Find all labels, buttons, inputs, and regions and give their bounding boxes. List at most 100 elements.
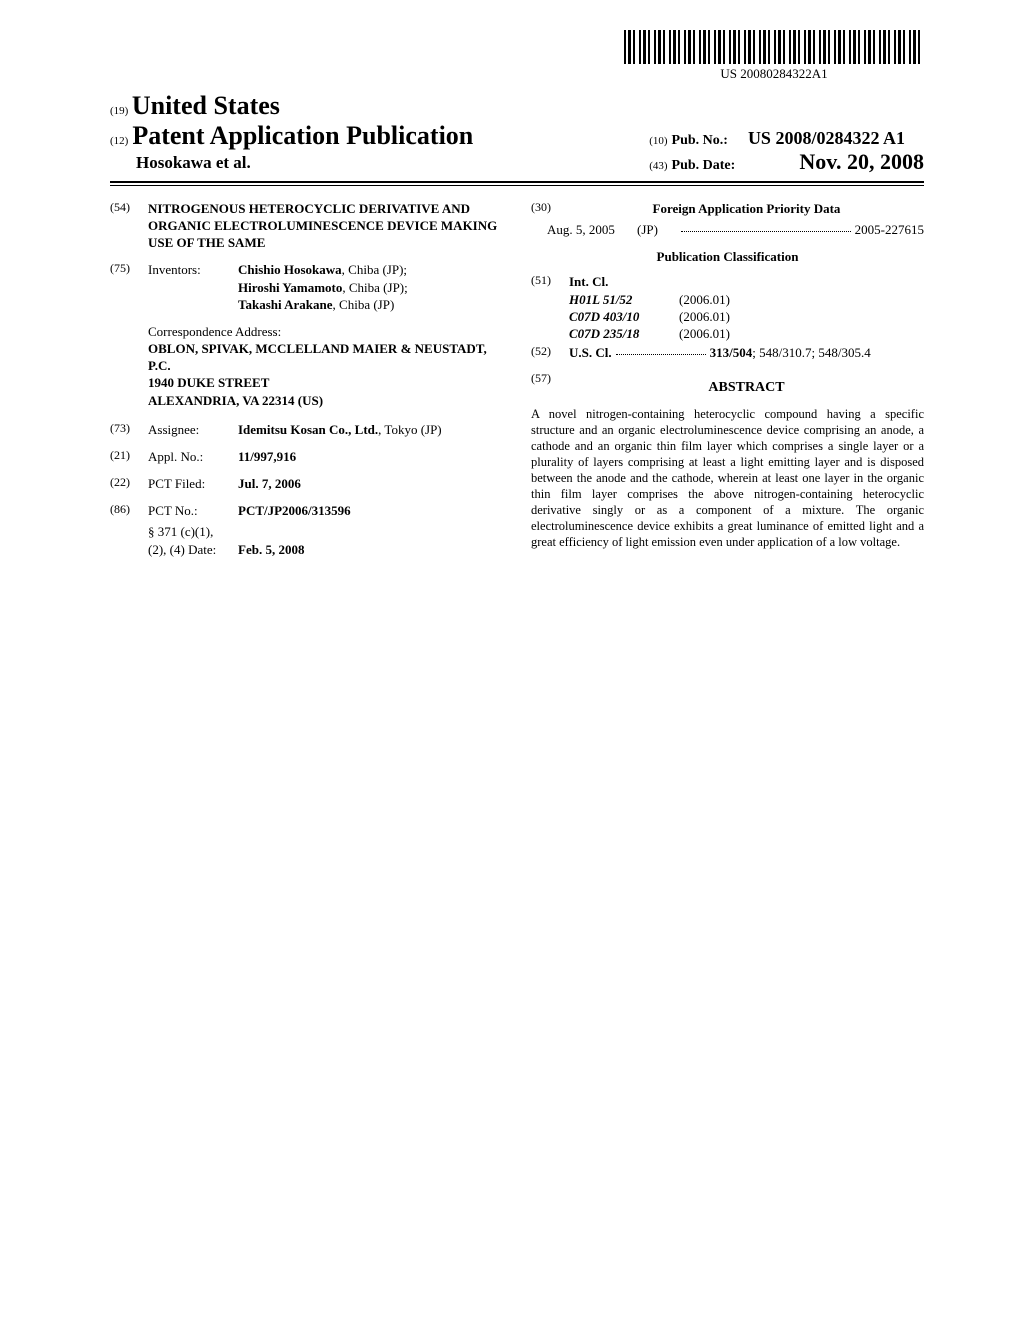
num-75: (75) <box>110 261 148 312</box>
pub-no-label: Pub. No.: <box>672 133 728 148</box>
num-73: (73) <box>110 421 148 438</box>
foreign-row: Aug. 5, 2005 (JP) 2005-227615 <box>547 221 924 238</box>
inventor-2-name: Hiroshi Yamamoto <box>238 280 342 295</box>
correspondence: Correspondence Address: OBLON, SPIVAK, M… <box>148 323 503 409</box>
pub-date-label: Pub. Date: <box>672 158 736 173</box>
num-21: (21) <box>110 448 148 465</box>
intcl-row-1: C07D 403/10 (2006.01) <box>569 308 924 325</box>
foreign-dots <box>681 221 851 232</box>
pub-date-value: Nov. 20, 2008 <box>799 149 924 174</box>
header-block: (19) United States (12) Patent Applicati… <box>110 91 924 175</box>
pub-no-row: (10) Pub. No.: US 2008/0284322 A1 <box>649 128 924 149</box>
foreign-date: Aug. 5, 2005 <box>547 221 637 238</box>
num-51: (51) <box>531 273 569 342</box>
title-54: NITROGENOUS HETEROCYCLIC DERIVATIVE AND … <box>148 200 503 251</box>
inventor-1-name: Chishio Hosokawa <box>238 262 342 277</box>
pubclass-header: Publication Classification <box>531 248 924 265</box>
field-73: (73) Assignee: Idemitsu Kosan Co., Ltd.,… <box>110 421 503 438</box>
field-75: (75) Inventors: Chishio Hosokawa, Chiba … <box>110 261 503 312</box>
field-52: (52) U.S. Cl. 313/504; 548/310.7; 548/30… <box>531 344 924 361</box>
corr-l3: ALEXANDRIA, VA 22314 (US) <box>148 392 503 409</box>
pct-filed: Jul. 7, 2006 <box>238 475 503 492</box>
intcl-code-2: C07D 235/18 <box>569 325 679 342</box>
assignee-loc: , Tokyo (JP) <box>378 422 442 437</box>
corr-l1: OBLON, SPIVAK, MCCLELLAND MAIER & NEUSTA… <box>148 340 503 374</box>
s371-date: Feb. 5, 2008 <box>238 541 304 558</box>
uscl-label: U.S. Cl. <box>569 344 612 361</box>
intcl-code-0: H01L 51/52 <box>569 291 679 308</box>
label-21: Appl. No.: <box>148 448 238 465</box>
pub-type: Patent Application Publication <box>132 121 473 150</box>
body-columns: (54) NITROGENOUS HETEROCYCLIC DERIVATIVE… <box>110 200 924 568</box>
s371-b: (2), (4) Date: <box>148 541 238 558</box>
num-12: (12) <box>110 135 128 147</box>
barcode-area: US 20080284322A1 <box>110 30 924 83</box>
label-22: PCT Filed: <box>148 475 238 492</box>
field-22: (22) PCT Filed: Jul. 7, 2006 <box>110 475 503 492</box>
foreign-title: Foreign Application Priority Data <box>569 200 924 217</box>
header-authors: Hosokawa et al. <box>136 153 473 173</box>
field-57: (57) ABSTRACT <box>531 371 924 403</box>
s371-a: § 371 (c)(1), <box>148 523 503 540</box>
divider-thick <box>110 181 924 183</box>
pub-date-row: (43) Pub. Date: Nov. 20, 2008 <box>649 149 924 175</box>
intcl-code-1: C07D 403/10 <box>569 308 679 325</box>
field-51: (51) Int. Cl. H01L 51/52 (2006.01) C07D … <box>531 273 924 342</box>
num-43: (43) <box>649 160 667 172</box>
intcl-ver-0: (2006.01) <box>679 291 769 308</box>
pub-no-value: US 2008/0284322 A1 <box>748 128 905 148</box>
header-country: United States <box>132 91 280 120</box>
num-10: (10) <box>649 135 667 147</box>
header-left: (12) Patent Application Publication Hoso… <box>110 121 473 173</box>
num-30: (30) <box>531 200 569 217</box>
intcl-ver-2: (2006.01) <box>679 325 769 342</box>
inventors-list: Chishio Hosokawa, Chiba (JP); Hiroshi Ya… <box>238 261 503 312</box>
foreign-country: (JP) <box>637 221 677 238</box>
uscl-row: U.S. Cl. 313/504; 548/310.7; 548/305.4 <box>569 344 924 361</box>
divider-thin <box>110 185 924 186</box>
uscl-value: 313/504 <box>710 344 753 361</box>
label-73: Assignee: <box>148 421 238 438</box>
intcl-block: Int. Cl. H01L 51/52 (2006.01) C07D 403/1… <box>569 273 924 342</box>
patent-page: US 20080284322A1 (19) United States (12)… <box>0 0 1024 598</box>
assignee: Idemitsu Kosan Co., Ltd., Tokyo (JP) <box>238 421 503 438</box>
inventor-2-loc: , Chiba (JP); <box>342 280 407 295</box>
field-54: (54) NITROGENOUS HETEROCYCLIC DERIVATIVE… <box>110 200 503 251</box>
barcode-text: US 20080284322A1 <box>624 66 924 82</box>
label-86: PCT No.: <box>148 502 238 519</box>
header-line1: (19) United States <box>110 91 924 121</box>
inventor-3-name: Takashi Arakane <box>238 297 333 312</box>
header-row: (12) Patent Application Publication Hoso… <box>110 121 924 175</box>
intcl-label: Int. Cl. <box>569 273 924 290</box>
corr-label: Correspondence Address: <box>148 323 503 340</box>
right-column: (30) Foreign Application Priority Data A… <box>531 200 924 568</box>
intcl-ver-1: (2006.01) <box>679 308 769 325</box>
barcode-bars <box>624 30 924 64</box>
num-57: (57) <box>531 371 569 403</box>
assignee-name: Idemitsu Kosan Co., Ltd. <box>238 422 378 437</box>
num-54: (54) <box>110 200 148 251</box>
foreign-appno: 2005-227615 <box>855 221 924 238</box>
s371-block: § 371 (c)(1), (2), (4) Date: Feb. 5, 200… <box>148 523 503 557</box>
field-21: (21) Appl. No.: 11/997,916 <box>110 448 503 465</box>
inventor-3-loc: , Chiba (JP) <box>333 297 395 312</box>
left-column: (54) NITROGENOUS HETEROCYCLIC DERIVATIVE… <box>110 200 503 568</box>
field-86: (86) PCT No.: PCT/JP2006/313596 <box>110 502 503 519</box>
intcl-row-0: H01L 51/52 (2006.01) <box>569 291 924 308</box>
header-right: (10) Pub. No.: US 2008/0284322 A1 (43) P… <box>649 128 924 175</box>
field-30: (30) Foreign Application Priority Data <box>531 200 924 217</box>
num-19: (19) <box>110 105 128 117</box>
s371-row: (2), (4) Date: Feb. 5, 2008 <box>148 541 503 558</box>
num-52: (52) <box>531 344 569 361</box>
uscl-rest: ; 548/310.7; 548/305.4 <box>752 344 870 361</box>
num-22: (22) <box>110 475 148 492</box>
intcl-row-2: C07D 235/18 (2006.01) <box>569 325 924 342</box>
abstract-text: A novel nitrogen-containing heterocyclic… <box>531 406 924 550</box>
label-75: Inventors: <box>148 261 238 312</box>
barcode: US 20080284322A1 <box>624 30 924 82</box>
inventor-1-loc: , Chiba (JP); <box>342 262 407 277</box>
abstract-label: ABSTRACT <box>569 379 924 397</box>
appl-no: 11/997,916 <box>238 448 503 465</box>
uscl-dots <box>616 344 706 355</box>
pct-no: PCT/JP2006/313596 <box>238 502 503 519</box>
